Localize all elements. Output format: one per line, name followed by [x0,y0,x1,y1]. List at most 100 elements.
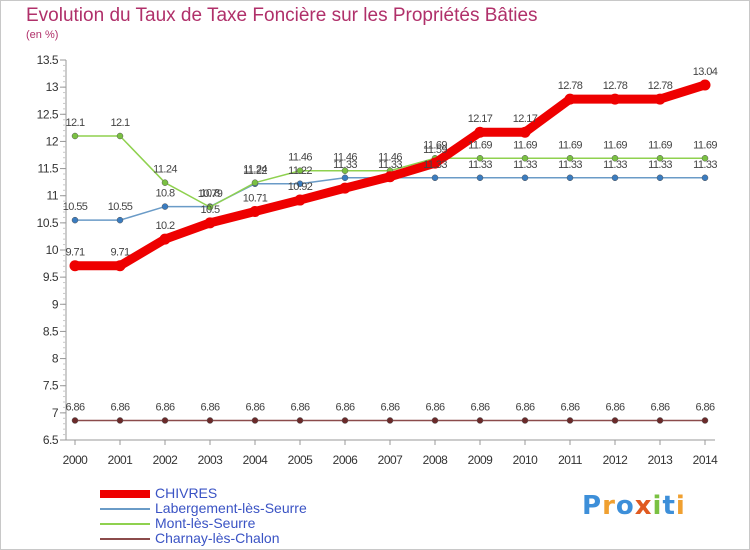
data-label-charnay-l-s-chalon: 6.86 [65,401,84,413]
data-label-chivres: 11.59 [423,144,447,156]
data-point-mont-l-s-seurre [116,132,124,140]
x-tick-label: 2000 [63,453,89,467]
logo-letter: o [615,491,635,521]
y-tick-label: 9 [52,297,59,311]
legend-swatch-labergement [100,508,150,510]
data-point-chivres [609,93,621,105]
y-tick-label: 7 [52,406,59,420]
data-label-mont-l-s-seurre: 11.46 [378,152,402,164]
data-label-chivres: 12.78 [603,80,628,92]
legend-label-mont: Mont-lès-Seurre [155,515,256,531]
data-point-chivres [69,260,81,272]
data-label-mont-l-s-seurre: 11.69 [558,139,582,151]
data-label-charnay-l-s-chalon: 6.86 [560,401,579,413]
data-point-chivres [249,205,261,217]
x-tick-label: 2004 [243,453,269,467]
data-label-charnay-l-s-chalon: 6.86 [605,401,624,413]
logo-letter: i [652,491,663,521]
data-label-chivres: 10.2 [155,220,174,232]
data-label-mont-l-s-seurre: 11.69 [603,139,627,151]
data-point-labergement-l-s-seurre [566,174,574,182]
data-point-chivres [654,93,666,105]
data-label-labergement-l-s-seurre: 11.33 [603,159,627,171]
data-point-labergement-l-s-seurre [116,216,124,224]
data-point-mont-l-s-seurre [476,155,484,162]
x-tick-label: 2005 [288,453,314,467]
data-label-mont-l-s-seurre: 11.69 [468,139,492,151]
y-tick-label: 11 [47,189,59,203]
data-label-charnay-l-s-chalon: 6.86 [290,401,309,413]
data-point-mont-l-s-seurre [71,132,79,140]
data-label-labergement-l-s-seurre: 11.33 [513,159,537,171]
data-label-charnay-l-s-chalon: 6.86 [695,401,714,413]
data-point-charnay-l-s-chalon [296,417,304,424]
data-point-mont-l-s-seurre [296,167,304,174]
data-label-labergement-l-s-seurre: 11.33 [648,159,672,171]
data-label-charnay-l-s-chalon: 6.86 [425,401,444,413]
data-point-chivres [339,182,351,194]
data-point-labergement-l-s-seurre [431,174,439,182]
data-label-mont-l-s-seurre: 11.69 [648,139,672,151]
data-point-chivres [384,171,396,183]
x-tick-label: 2009 [468,453,494,467]
data-point-labergement-l-s-seurre [296,180,304,188]
y-tick-label: 10 [46,243,59,257]
data-label-mont-l-s-seurre: 11.69 [693,139,717,151]
data-label-mont-l-s-seurre: 11.46 [288,152,312,164]
x-tick-label: 2011 [558,453,583,467]
logo-letter: t [662,491,676,521]
y-tick-label: 8.5 [43,324,59,338]
logo-letter: i [675,491,686,521]
data-point-mont-l-s-seurre [251,179,259,186]
data-point-labergement-l-s-seurre [341,174,349,182]
data-point-charnay-l-s-chalon [656,417,664,424]
data-label-labergement-l-s-seurre: 11.33 [333,159,357,171]
data-point-chivres [519,126,531,138]
y-tick-label: 11.5 [38,162,59,176]
data-point-labergement-l-s-seurre [71,216,79,224]
data-label-labergement-l-s-seurre: 11.33 [423,159,447,171]
data-point-chivres [429,157,441,169]
data-label-mont-l-s-seurre: 11.24 [153,164,177,176]
data-label-charnay-l-s-chalon: 6.86 [110,401,129,413]
data-point-labergement-l-s-seurre [611,174,619,182]
data-point-labergement-l-s-seurre [521,174,529,182]
x-tick-label: 2002 [153,453,179,467]
x-tick-label: 2012 [603,453,629,467]
data-label-labergement-l-s-seurre: 11.22 [288,165,312,177]
x-tick-label: 2010 [513,453,539,467]
data-label-labergement-l-s-seurre: 10.55 [108,201,133,213]
logo-letter: P [582,491,603,521]
data-point-chivres [159,233,171,245]
data-point-labergement-l-s-seurre [656,174,664,182]
data-point-charnay-l-s-chalon [386,417,394,424]
legend-label-labergement: Labergement-lès-Seurre [155,500,307,516]
data-point-charnay-l-s-chalon [701,417,709,424]
data-point-mont-l-s-seurre [206,203,214,211]
y-tick-label: 12.5 [37,107,59,121]
data-point-mont-l-s-seurre [521,155,529,162]
y-tick-label: 13 [46,80,59,94]
data-label-chivres: 12.78 [648,80,673,92]
data-point-charnay-l-s-chalon [566,417,574,424]
data-point-charnay-l-s-chalon [431,417,439,424]
data-point-chivres [204,217,216,229]
data-point-chivres [114,260,126,272]
data-label-chivres: 12.78 [558,80,583,92]
legend-swatch-chivres [100,490,150,498]
data-label-mont-l-s-seurre: 11.69 [423,139,447,151]
data-point-mont-l-s-seurre [656,155,664,162]
data-label-labergement-l-s-seurre: 11.33 [693,159,717,171]
y-tick-label: 9.5 [43,270,59,284]
data-label-mont-l-s-seurre: 11.24 [243,164,267,176]
y-tick-label: 8 [52,352,59,366]
data-label-mont-l-s-seurre: 11.69 [513,139,537,151]
chart-title: Evolution du Taux de Taxe Foncière sur l… [26,5,538,26]
data-point-mont-l-s-seurre [341,167,349,174]
data-point-mont-l-s-seurre [161,179,169,186]
data-point-chivres [474,126,486,138]
x-tick-label: 2001 [108,453,134,467]
legend-swatch-mont [100,523,150,525]
y-tick-label: 6.5 [43,433,59,447]
x-tick-label: 2007 [378,453,404,467]
